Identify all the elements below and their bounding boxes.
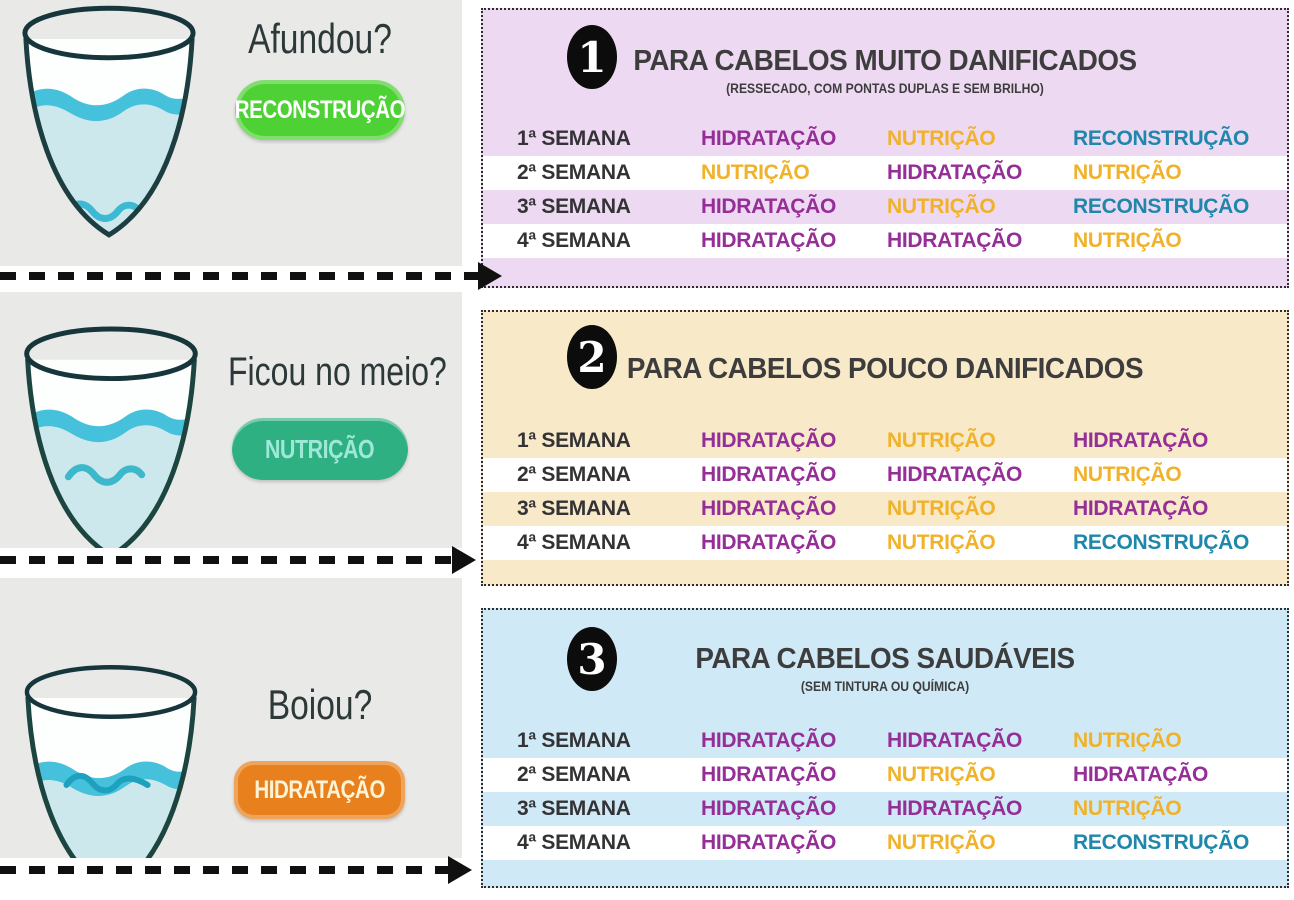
treatment-cell: NUTRIÇÃO [1073, 463, 1182, 486]
table-row: 1ª SEMANA HIDRATAÇÃO NUTRIÇÃO RECONSTRUÇ… [483, 122, 1287, 156]
treatment-cell: RECONSTRUÇÃO [1073, 195, 1250, 218]
glass-hair-middle-icon [24, 326, 198, 560]
panel-subtitle: (SEM TINTURA OU QUÍMICA) [800, 679, 970, 695]
hidratacao-pill: HIDRATAÇÃO [234, 761, 405, 819]
treatment-cell: NUTRIÇÃO [1073, 229, 1182, 252]
panel-subtitle: (RESSECADO, COM PONTAS DUPLAS E SEM BRIL… [726, 81, 1044, 97]
treatment-cell: HIDRATAÇÃO [887, 729, 1023, 752]
table-row: 4ª SEMANA HIDRATAÇÃO NUTRIÇÃO RECONSTRUÇ… [483, 526, 1287, 560]
treatment-cell: NUTRIÇÃO [887, 831, 996, 854]
treatment-cell: HIDRATAÇÃO [1073, 429, 1209, 452]
pill-label: NUTRIÇÃO [265, 433, 375, 464]
treatment-cell: HIDRATAÇÃO [701, 195, 837, 218]
treatment-cell: HIDRATAÇÃO [1073, 763, 1209, 786]
treatment-cell: HIDRATAÇÃO [701, 497, 837, 520]
panel-number-badge: 2 [567, 325, 617, 389]
treatment-cell: NUTRIÇÃO [1073, 729, 1182, 752]
treatment-cell: RECONSTRUÇÃO [1073, 831, 1250, 854]
table-row: 2ª SEMANA NUTRIÇÃO HIDRATAÇÃO NUTRIÇÃO [483, 156, 1287, 190]
treatment-cell: NUTRIÇÃO [701, 161, 810, 184]
week-label: 3ª SEMANA [517, 797, 631, 820]
treatment-cell: HIDRATAÇÃO [701, 797, 837, 820]
week-label: 4ª SEMANA [517, 531, 631, 554]
dashed-arrow-right-icon [0, 866, 448, 874]
treatment-cell: HIDRATAÇÃO [701, 729, 837, 752]
schedule-panel-very-damaged: 1 PARA CABELOS MUITO DANIFICADOS (RESSEC… [481, 8, 1289, 288]
table-row: 1ª SEMANA HIDRATAÇÃO HIDRATAÇÃO NUTRIÇÃO [483, 724, 1287, 758]
week-label: 2ª SEMANA [517, 161, 631, 184]
treatment-cell: NUTRIÇÃO [887, 763, 996, 786]
treatment-cell: HIDRATAÇÃO [887, 229, 1023, 252]
nutricao-pill: NUTRIÇÃO [232, 418, 408, 480]
glass-hair-sunk-icon [22, 5, 196, 238]
treatment-cell: NUTRIÇÃO [887, 429, 996, 452]
week-label: 1ª SEMANA [517, 429, 631, 452]
cut-band [0, 858, 481, 900]
week-label: 3ª SEMANA [517, 195, 631, 218]
week-label: 4ª SEMANA [517, 831, 631, 854]
schedule-table: 1ª SEMANA HIDRATAÇÃO NUTRIÇÃO HIDRATAÇÃO… [483, 424, 1287, 560]
treatment-cell: HIDRATAÇÃO [887, 463, 1023, 486]
arrow-head-icon [452, 546, 476, 574]
treatment-cell: HIDRATAÇÃO [887, 797, 1023, 820]
question-floated: Boiou? [267, 681, 373, 728]
week-label: 1ª SEMANA [517, 729, 631, 752]
treatment-cell: HIDRATAÇÃO [701, 429, 837, 452]
table-row: 4ª SEMANA HIDRATAÇÃO HIDRATAÇÃO NUTRIÇÃO [483, 224, 1287, 258]
treatment-cell: NUTRIÇÃO [887, 497, 996, 520]
treatment-cell: HIDRATAÇÃO [1073, 497, 1209, 520]
treatment-cell: HIDRATAÇÃO [887, 161, 1023, 184]
table-row: 3ª SEMANA HIDRATAÇÃO NUTRIÇÃO RECONSTRUÇ… [483, 190, 1287, 224]
reconstrucao-pill: RECONSTRUÇÃO [234, 80, 406, 140]
panel-title: PARA CABELOS SAUDÁVEIS [695, 643, 1075, 675]
dashed-arrow-right-icon [0, 556, 452, 564]
week-label: 3ª SEMANA [517, 497, 631, 520]
schedule-panel-healthy: 3 PARA CABELOS SAUDÁVEIS (SEM TINTURA OU… [481, 608, 1289, 888]
pill-label: HIDRATAÇÃO [254, 775, 385, 804]
treatment-cell: NUTRIÇÃO [1073, 161, 1182, 184]
question-middle: Ficou no meio? [228, 350, 447, 394]
treatment-cell: HIDRATAÇÃO [701, 763, 837, 786]
table-row: 2ª SEMANA HIDRATAÇÃO HIDRATAÇÃO NUTRIÇÃO [483, 458, 1287, 492]
treatment-cell: HIDRATAÇÃO [701, 127, 837, 150]
table-row: 4ª SEMANA HIDRATAÇÃO NUTRIÇÃO RECONSTRUÇ… [483, 826, 1287, 860]
table-row: 2ª SEMANA HIDRATAÇÃO NUTRIÇÃO HIDRATAÇÃO [483, 758, 1287, 792]
treatment-cell: NUTRIÇÃO [1073, 797, 1182, 820]
arrow-head-icon [478, 262, 502, 290]
treatment-cell: HIDRATAÇÃO [701, 531, 837, 554]
table-row: 3ª SEMANA HIDRATAÇÃO HIDRATAÇÃO NUTRIÇÃO [483, 792, 1287, 826]
table-row: 1ª SEMANA HIDRATAÇÃO NUTRIÇÃO HIDRATAÇÃO [483, 424, 1287, 458]
treatment-cell: HIDRATAÇÃO [701, 229, 837, 252]
schedule-table: 1ª SEMANA HIDRATAÇÃO HIDRATAÇÃO NUTRIÇÃO… [483, 724, 1287, 860]
treatment-cell: RECONSTRUÇÃO [1073, 127, 1250, 150]
treatment-cell: RECONSTRUÇÃO [1073, 531, 1250, 554]
arrow-head-icon [448, 856, 472, 884]
panel-title: PARA CABELOS MUITO DANIFICADOS [633, 45, 1137, 77]
panel-number-badge: 1 [567, 25, 617, 89]
treatment-cell: NUTRIÇÃO [887, 127, 996, 150]
dashed-arrow-right-icon [0, 272, 478, 280]
schedule-table: 1ª SEMANA HIDRATAÇÃO NUTRIÇÃO RECONSTRUÇ… [483, 122, 1287, 258]
treatment-cell: HIDRATAÇÃO [701, 463, 837, 486]
pill-label: RECONSTRUÇÃO [234, 95, 406, 124]
treatment-cell: NUTRIÇÃO [887, 531, 996, 554]
treatment-cell: NUTRIÇÃO [887, 195, 996, 218]
week-label: 2ª SEMANA [517, 463, 631, 486]
schedule-panel-little-damaged: 2 PARA CABELOS POUCO DANIFICADOS 1ª SEMA… [481, 310, 1289, 586]
panel-number-badge: 3 [567, 627, 617, 691]
treatment-cell: HIDRATAÇÃO [701, 831, 837, 854]
table-row: 3ª SEMANA HIDRATAÇÃO NUTRIÇÃO HIDRATAÇÃO [483, 492, 1287, 526]
week-label: 1ª SEMANA [517, 127, 631, 150]
week-label: 2ª SEMANA [517, 763, 631, 786]
question-sank: Afundou? [248, 15, 392, 62]
week-label: 4ª SEMANA [517, 229, 631, 252]
panel-title: PARA CABELOS POUCO DANIFICADOS [626, 353, 1144, 385]
